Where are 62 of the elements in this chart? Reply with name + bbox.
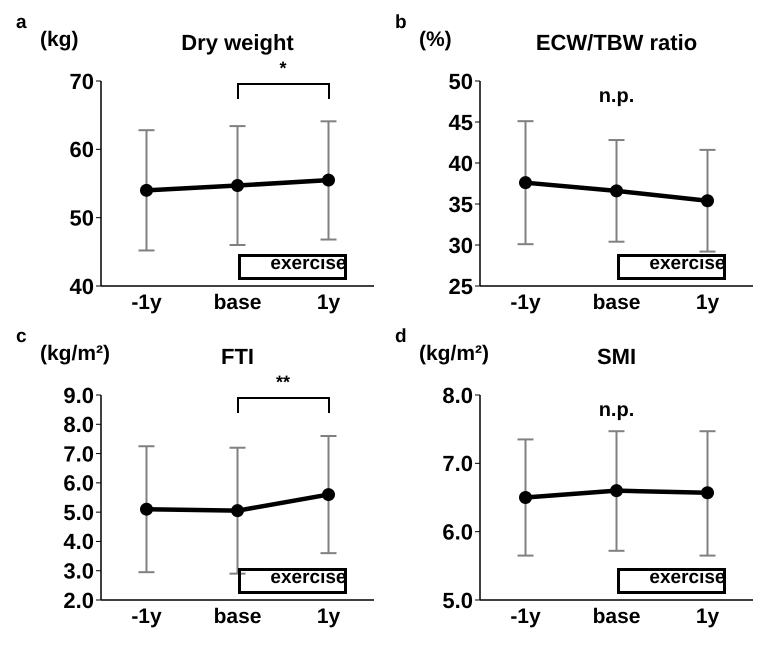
y-axis-title: (kg/m²) [419, 342, 489, 366]
chart-title: Dry weight [180, 30, 295, 56]
y-tick-label: 45 [448, 110, 473, 135]
y-tick-label: 50 [448, 68, 473, 94]
y-tick-label: 3.0 [63, 558, 94, 584]
text: c [16, 326, 27, 348]
y-tick-label: 4.0 [63, 529, 94, 554]
x-tick-label: 1y [316, 290, 340, 314]
point [231, 179, 244, 192]
x-tick-label: -1y [131, 290, 162, 314]
point [231, 504, 244, 518]
annotation: n.p. [598, 399, 636, 422]
point [610, 184, 623, 198]
x-tick-label: base [592, 290, 640, 314]
y-tick-label: 25 [448, 274, 473, 299]
y-axis-title: (kg) [40, 28, 78, 52]
text: b [395, 12, 407, 34]
y-tick-label: 7.0 [63, 441, 94, 466]
x-tick-label: 1y [696, 290, 720, 314]
x-tick-label: base [592, 604, 640, 628]
chart-title: ECW/TBW ratio [534, 30, 698, 56]
y-tick-label: 60 [70, 137, 94, 162]
y-tick-label: 40 [70, 274, 94, 299]
y-tick-label: 5.0 [442, 588, 473, 613]
point [701, 486, 714, 500]
y-axis-title: (%) [419, 28, 452, 52]
y-tick-label: 6.0 [442, 519, 473, 544]
chart-title: SMI [596, 344, 636, 369]
y-tick-label: 2.0 [63, 588, 94, 613]
text: * [278, 58, 288, 79]
y-tick-label: 7.0 [442, 451, 473, 476]
y-tick-label: 8.0 [442, 382, 473, 408]
y-tick-label: 70 [70, 68, 94, 94]
point [140, 502, 153, 516]
y-tick-label: 6.0 [63, 470, 94, 496]
text: d [395, 326, 407, 348]
point [322, 174, 335, 187]
text: a [16, 12, 27, 34]
x-tick-label: 1y [316, 604, 340, 628]
x-tick-label: base [214, 290, 262, 314]
x-tick-label: -1y [510, 290, 541, 314]
y-axis-title: (kg/m²) [40, 342, 110, 366]
x-tick-label: -1y [131, 604, 162, 628]
text: ** [274, 372, 291, 393]
point [701, 194, 714, 208]
y-tick-label: 35 [448, 192, 473, 217]
y-tick-label: 30 [448, 232, 473, 258]
point [322, 488, 335, 502]
annotation: n.p. [598, 85, 636, 108]
x-tick-label: -1y [510, 604, 541, 628]
x-tick-label: base [214, 604, 262, 628]
point [610, 484, 623, 498]
x-tick-label: 1y [696, 604, 720, 628]
y-tick-label: 9.0 [63, 382, 94, 408]
point [140, 184, 153, 197]
y-tick-label: 40 [448, 150, 473, 176]
y-tick-label: 8.0 [63, 412, 94, 438]
y-tick-label: 5.0 [63, 500, 94, 525]
chart-title: FTI [221, 344, 254, 369]
point [519, 176, 532, 190]
point [519, 491, 532, 504]
y-tick-label: 50 [70, 205, 94, 230]
